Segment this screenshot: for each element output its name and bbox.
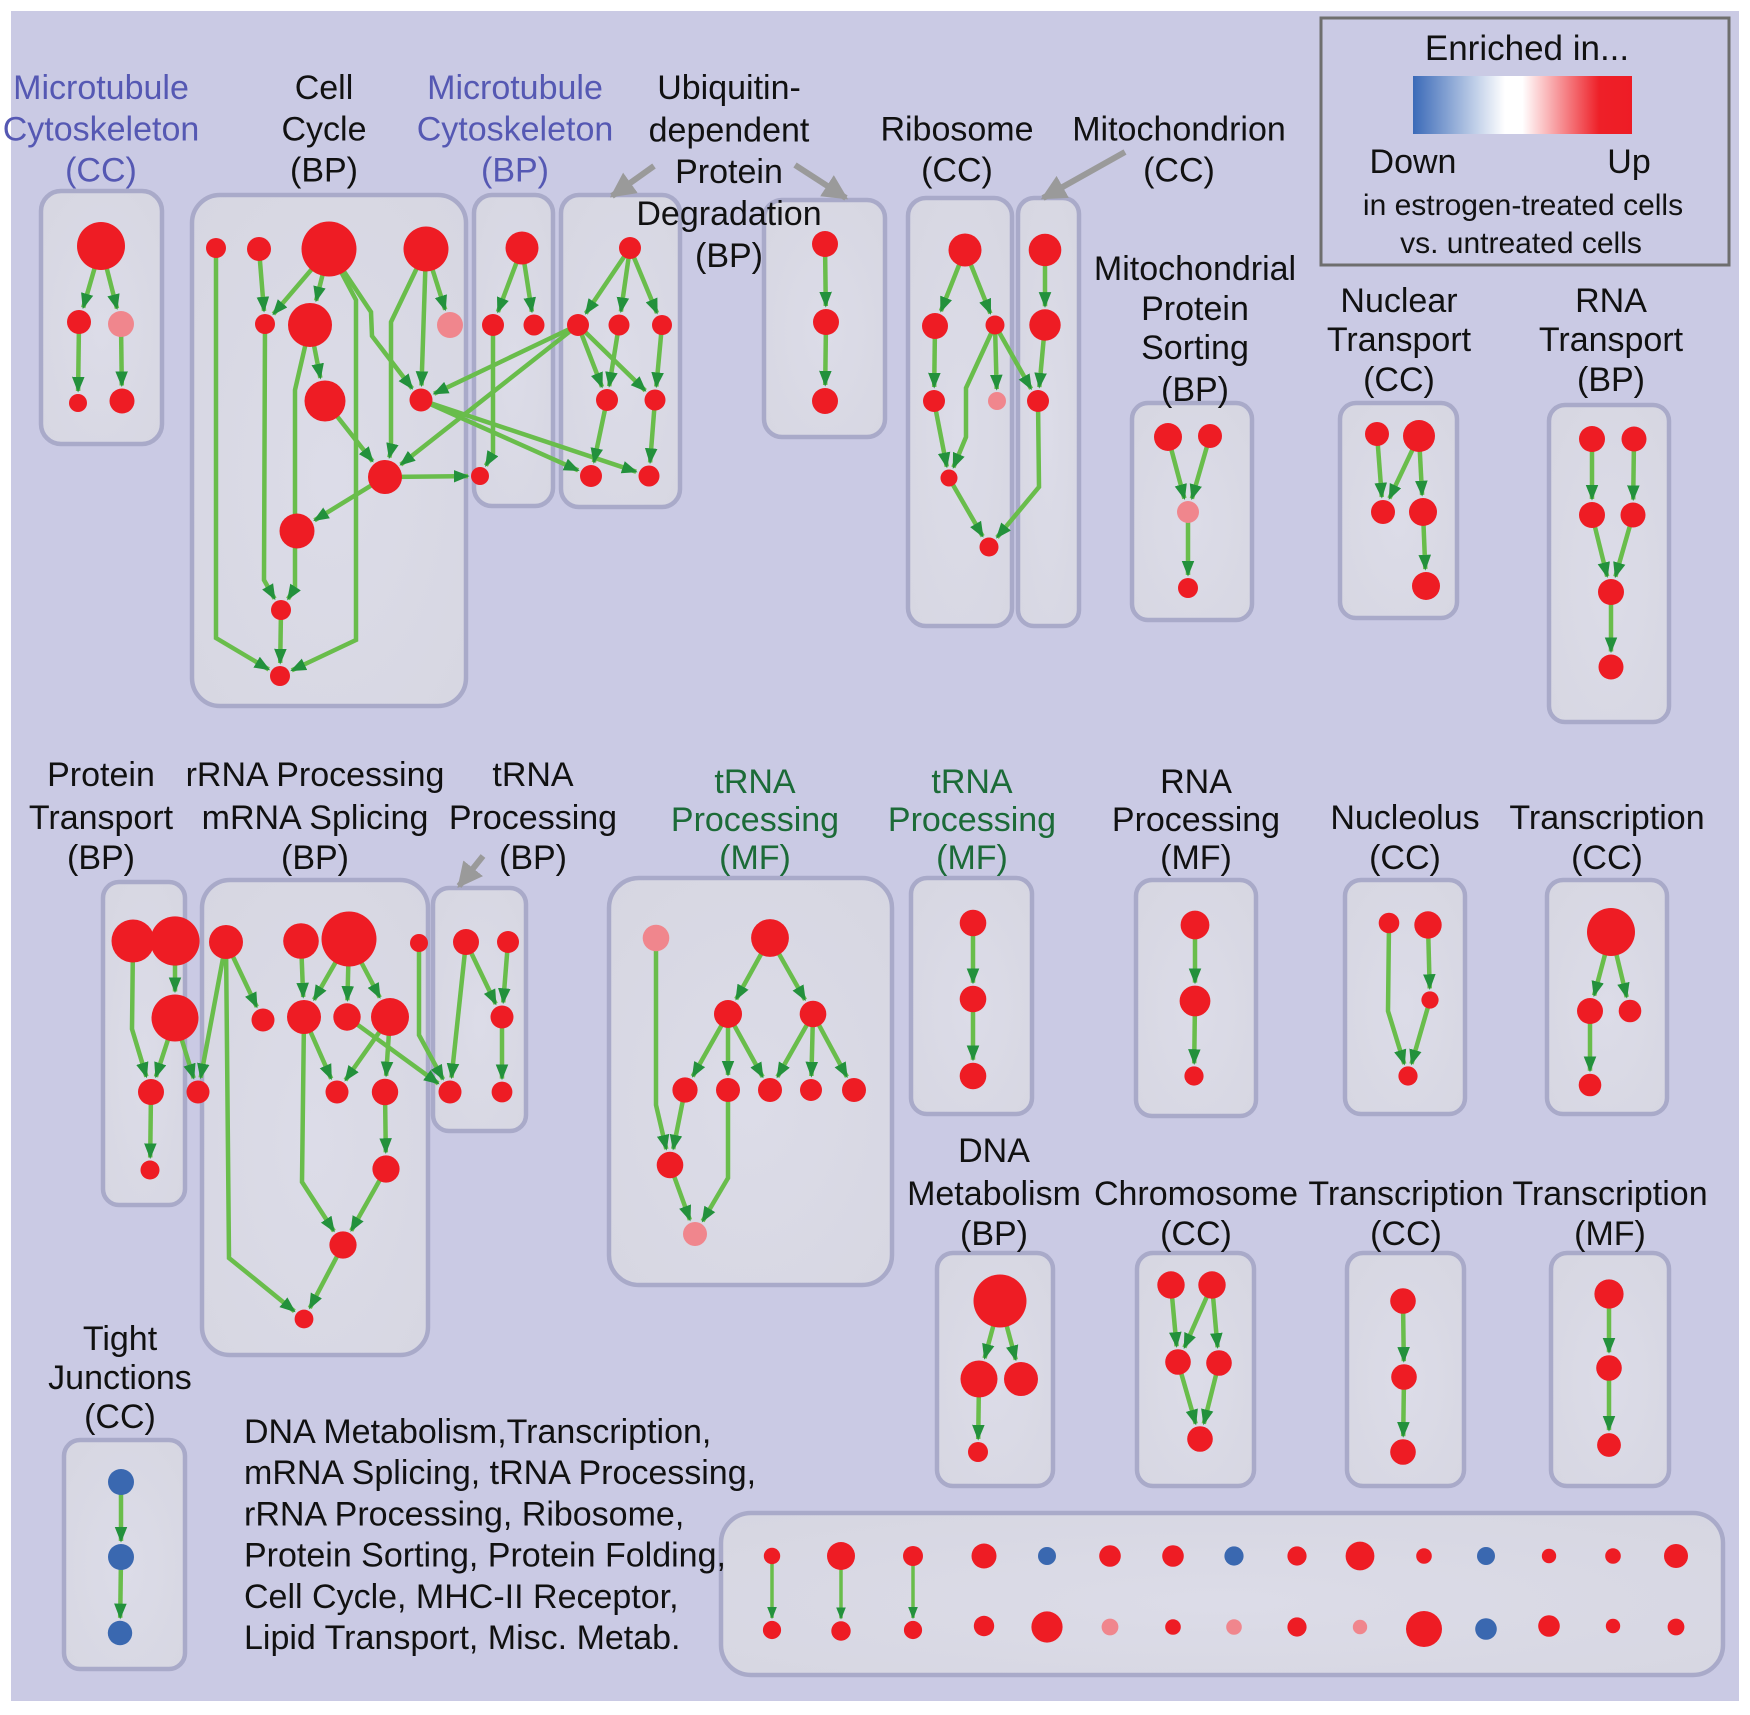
- svg-text:(MF): (MF): [936, 839, 1008, 877]
- svg-text:(MF): (MF): [1574, 1215, 1646, 1253]
- svg-text:Sorting: Sorting: [1141, 329, 1249, 367]
- svg-text:Cytoskeleton: Cytoskeleton: [417, 111, 614, 149]
- svg-text:Nuclear: Nuclear: [1340, 282, 1457, 320]
- svg-text:rRNA Processing, Ribosome,: rRNA Processing, Ribosome,: [244, 1495, 684, 1533]
- svg-text:Chromosome: Chromosome: [1094, 1175, 1298, 1213]
- svg-text:Transcription: Transcription: [1509, 799, 1704, 837]
- svg-text:(MF): (MF): [719, 839, 791, 877]
- svg-text:tRNA: tRNA: [714, 763, 796, 801]
- svg-text:tRNA: tRNA: [931, 763, 1013, 801]
- svg-text:(CC): (CC): [84, 1398, 156, 1436]
- svg-text:Transcription: Transcription: [1512, 1175, 1707, 1213]
- svg-text:(CC): (CC): [1160, 1215, 1232, 1253]
- svg-text:in estrogen-treated cells: in estrogen-treated cells: [1363, 189, 1683, 222]
- svg-text:Protein: Protein: [675, 153, 783, 191]
- svg-text:Metabolism: Metabolism: [907, 1175, 1081, 1213]
- svg-text:Up: Up: [1607, 143, 1650, 181]
- svg-text:Processing: Processing: [888, 801, 1056, 839]
- svg-text:Ribosome: Ribosome: [880, 111, 1033, 149]
- svg-text:vs. untreated cells: vs. untreated cells: [1400, 227, 1642, 260]
- svg-text:(CC): (CC): [1369, 839, 1441, 877]
- svg-text:Transcription: Transcription: [1308, 1175, 1503, 1213]
- svg-text:dependent: dependent: [649, 112, 810, 150]
- svg-text:Transport: Transport: [1539, 321, 1684, 359]
- svg-text:(CC): (CC): [1571, 839, 1643, 877]
- svg-text:Microtubule: Microtubule: [13, 69, 189, 107]
- svg-text:Degradation: Degradation: [636, 195, 821, 233]
- svg-text:Mitochondrion: Mitochondrion: [1072, 111, 1286, 149]
- svg-text:Ubiquitin-: Ubiquitin-: [657, 69, 801, 107]
- svg-text:(CC): (CC): [1363, 361, 1435, 399]
- svg-text:Cell: Cell: [295, 69, 354, 107]
- svg-text:Protein Sorting, Protein Foldi: Protein Sorting, Protein Folding,: [244, 1537, 726, 1575]
- svg-text:(CC): (CC): [921, 152, 993, 190]
- svg-text:(CC): (CC): [65, 152, 137, 190]
- svg-text:Enriched in...: Enriched in...: [1425, 29, 1629, 68]
- svg-text:mRNA Splicing: mRNA Splicing: [202, 799, 429, 837]
- svg-text:(BP): (BP): [695, 237, 763, 275]
- svg-text:Transport: Transport: [29, 799, 174, 837]
- svg-text:Junctions: Junctions: [48, 1359, 192, 1397]
- svg-text:Processing: Processing: [449, 799, 617, 837]
- svg-text:(BP): (BP): [960, 1215, 1028, 1253]
- svg-text:RNA: RNA: [1575, 282, 1647, 320]
- svg-text:(BP): (BP): [67, 839, 135, 877]
- svg-text:Cytoskeleton: Cytoskeleton: [3, 111, 200, 149]
- svg-text:Processing: Processing: [1112, 801, 1280, 839]
- svg-text:Down: Down: [1370, 143, 1457, 181]
- svg-text:(BP): (BP): [281, 839, 349, 877]
- svg-text:(CC): (CC): [1143, 152, 1215, 190]
- svg-text:(BP): (BP): [481, 152, 549, 190]
- svg-text:(BP): (BP): [290, 152, 358, 190]
- svg-text:Microtubule: Microtubule: [427, 69, 603, 107]
- svg-text:Cycle: Cycle: [281, 111, 366, 149]
- svg-text:mRNA Splicing, tRNA Processing: mRNA Splicing, tRNA Processing,: [244, 1454, 756, 1492]
- svg-text:Protein: Protein: [47, 756, 155, 794]
- svg-text:DNA: DNA: [958, 1132, 1030, 1170]
- svg-text:Processing: Processing: [671, 801, 839, 839]
- svg-text:DNA Metabolism,Transcription,: DNA Metabolism,Transcription,: [244, 1413, 711, 1451]
- svg-text:(MF): (MF): [1160, 839, 1232, 877]
- svg-text:(BP): (BP): [1577, 361, 1645, 399]
- svg-text:Cell Cycle, MHC-II Receptor,: Cell Cycle, MHC-II Receptor,: [244, 1578, 679, 1616]
- svg-text:Lipid Transport, Misc. Metab.: Lipid Transport, Misc. Metab.: [244, 1619, 681, 1657]
- svg-text:Protein: Protein: [1141, 290, 1249, 328]
- svg-text:RNA: RNA: [1160, 763, 1232, 801]
- svg-text:Tight: Tight: [83, 1320, 158, 1358]
- svg-text:Transport: Transport: [1327, 321, 1472, 359]
- svg-text:Nucleolus: Nucleolus: [1330, 799, 1479, 837]
- svg-text:(CC): (CC): [1370, 1215, 1442, 1253]
- svg-text:rRNA Processing: rRNA Processing: [186, 756, 445, 794]
- svg-text:(BP): (BP): [1161, 371, 1229, 409]
- svg-text:(BP): (BP): [499, 839, 567, 877]
- svg-text:Mitochondrial: Mitochondrial: [1094, 250, 1296, 288]
- svg-text:tRNA: tRNA: [492, 756, 574, 794]
